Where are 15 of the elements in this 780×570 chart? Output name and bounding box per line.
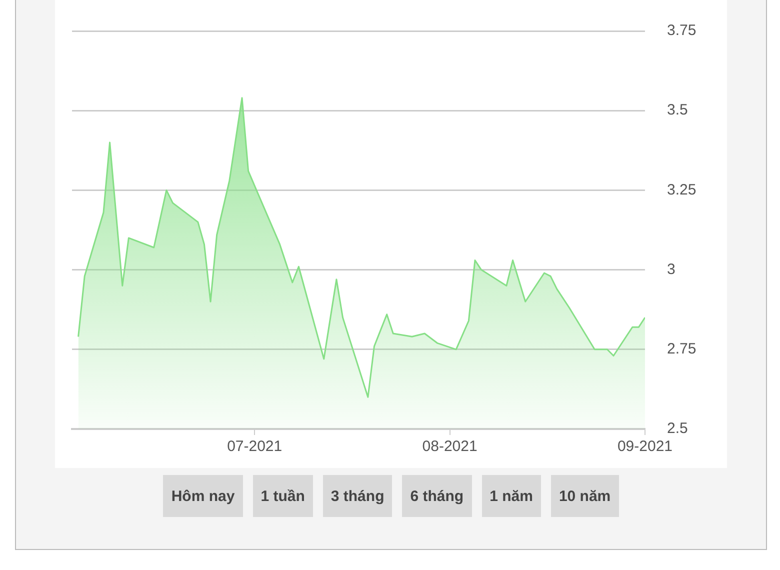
- text: 3 tháng: [322, 475, 392, 517]
- text: 10 năm: [550, 475, 619, 517]
- text: 1 năm: [482, 475, 541, 517]
- y-tick-label: 3.5: [667, 102, 688, 119]
- x-tick-label: 07-2021: [227, 438, 282, 456]
- y-tick-label: 3: [667, 260, 676, 278]
- y-tick-label: 3.75: [667, 22, 696, 40]
- x-tick-label: 08-2021: [422, 438, 478, 456]
- y-tick-label: 3.25: [667, 181, 696, 198]
- text: Hôm nay: [163, 475, 243, 517]
- text: 6 tháng: [402, 475, 472, 517]
- y-tick-label: 2.75: [667, 340, 696, 358]
- text: 1 tuần: [252, 475, 313, 517]
- y-tick-label: 2.5: [667, 420, 688, 438]
- x-tick-label: 09-2021: [617, 438, 673, 456]
